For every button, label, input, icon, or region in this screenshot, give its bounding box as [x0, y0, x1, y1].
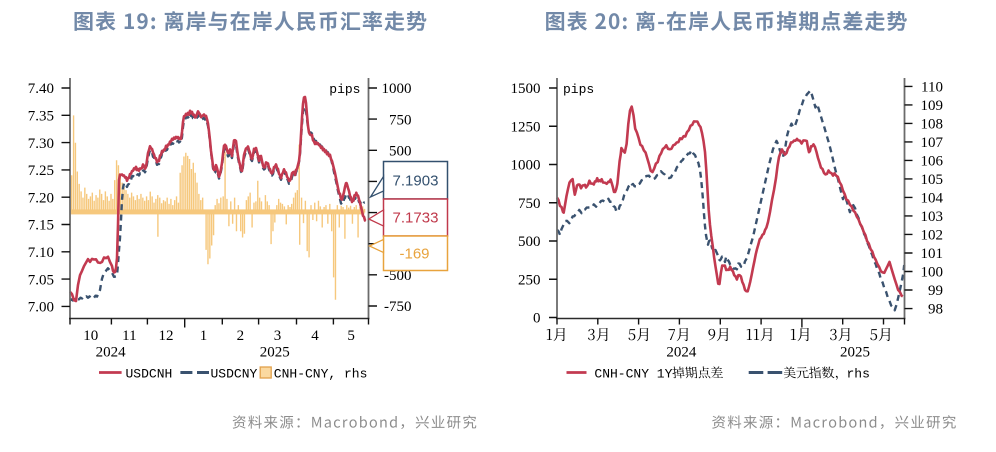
svg-text:7.20: 7.20 [28, 190, 54, 206]
svg-text:12: 12 [159, 328, 174, 344]
svg-text:CNH-CNY 1Y: CNH-CNY 1Y [594, 366, 672, 381]
svg-text:7.40: 7.40 [28, 81, 54, 97]
svg-text:USDCNH: USDCNH [126, 366, 173, 381]
svg-text:750: 750 [389, 112, 412, 128]
svg-text:7.25: 7.25 [28, 163, 54, 179]
svg-text:USDCNY: USDCNY [211, 366, 258, 381]
svg-text:11: 11 [122, 328, 136, 344]
svg-text:7.1903: 7.1903 [393, 173, 439, 190]
svg-text:1000: 1000 [511, 158, 541, 174]
svg-text:500: 500 [389, 143, 412, 159]
svg-text:2024: 2024 [666, 345, 697, 361]
svg-text:3: 3 [274, 328, 282, 344]
svg-text:CNH-CNY, rhs: CNH-CNY, rhs [274, 366, 368, 381]
svg-text:2025: 2025 [840, 345, 870, 361]
svg-text:100: 100 [921, 265, 944, 281]
svg-text:103: 103 [921, 209, 944, 225]
svg-text:1000: 1000 [382, 81, 412, 97]
svg-text:109: 109 [921, 98, 944, 114]
svg-text:7.35: 7.35 [28, 109, 54, 125]
svg-text:-169: -169 [399, 246, 429, 263]
svg-text:110: 110 [921, 80, 943, 96]
svg-text:1250: 1250 [511, 119, 541, 135]
svg-text:99: 99 [928, 283, 943, 299]
svg-text:102: 102 [921, 228, 944, 244]
svg-text:108: 108 [921, 117, 944, 133]
svg-text:7.00: 7.00 [28, 300, 54, 316]
svg-text:750: 750 [518, 196, 541, 212]
svg-text:2025: 2025 [260, 345, 290, 361]
svg-text:7.1733: 7.1733 [393, 210, 439, 227]
svg-text:pips: pips [563, 82, 594, 97]
svg-text:5: 5 [347, 328, 355, 344]
svg-text:2024: 2024 [96, 345, 127, 361]
svg-text:2: 2 [237, 328, 245, 344]
svg-text:pips: pips [329, 82, 360, 97]
svg-text:101: 101 [921, 246, 944, 262]
svg-text:0: 0 [533, 311, 541, 327]
svg-text:500: 500 [518, 234, 541, 250]
svg-text:7.30: 7.30 [28, 136, 54, 152]
svg-text:10: 10 [83, 328, 98, 344]
svg-text:107: 107 [921, 135, 944, 151]
svg-text:4: 4 [311, 328, 319, 344]
svg-text:-750: -750 [384, 299, 412, 315]
svg-text:7.15: 7.15 [28, 218, 54, 234]
svg-text:-500: -500 [384, 268, 412, 284]
svg-text:7.05: 7.05 [28, 272, 54, 288]
svg-text:106: 106 [921, 154, 944, 170]
svg-text:98: 98 [928, 302, 943, 318]
svg-text:1: 1 [200, 328, 208, 344]
svg-text:rhs: rhs [847, 366, 870, 381]
svg-text:7.10: 7.10 [28, 245, 54, 261]
svg-text:104: 104 [921, 191, 944, 207]
svg-text:250: 250 [518, 272, 541, 288]
svg-text:1500: 1500 [511, 81, 541, 97]
svg-text:105: 105 [921, 172, 944, 188]
